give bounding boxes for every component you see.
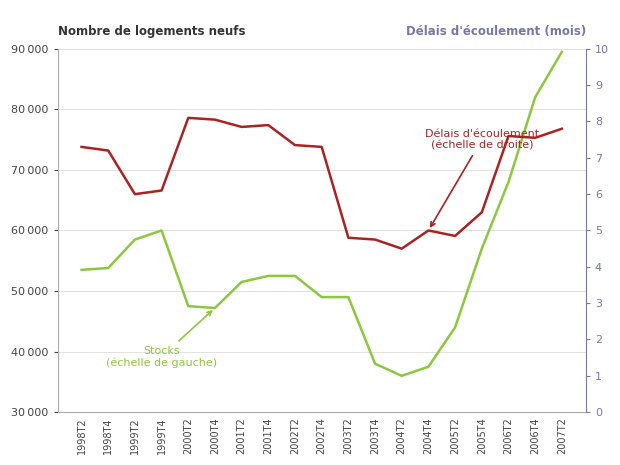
Text: Nombre de logements neufs: Nombre de logements neufs — [58, 25, 245, 38]
Text: Stocks
(échelle de gauche): Stocks (échelle de gauche) — [106, 311, 217, 368]
Text: Délais d'écoulement
(échelle de droite): Délais d'écoulement (échelle de droite) — [425, 129, 539, 226]
Text: Délais d'écoulement (mois): Délais d'écoulement (mois) — [405, 25, 586, 38]
